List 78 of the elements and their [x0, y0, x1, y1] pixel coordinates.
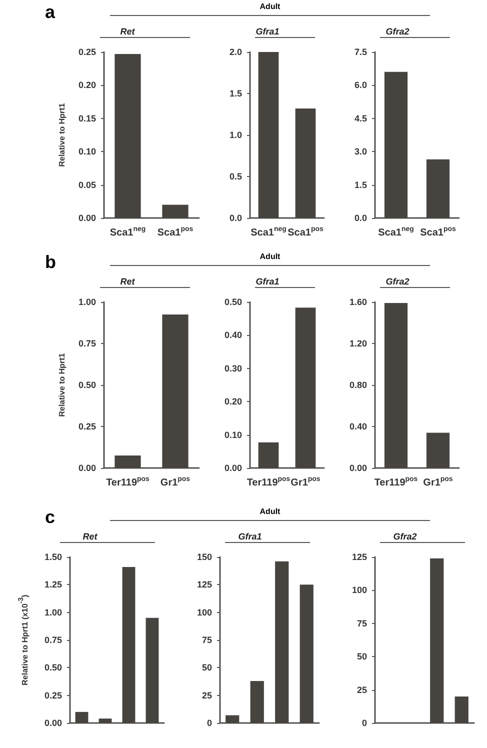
- y-tick-label: 0.75: [78, 338, 96, 348]
- y-tick-label: 0.00: [349, 463, 367, 473]
- bar: [75, 712, 88, 723]
- y-tick-label: 100: [196, 607, 212, 618]
- chart-title: Gfra2: [386, 276, 410, 286]
- y-tick-label: 0.00: [224, 463, 242, 473]
- y-tick-label: 0: [362, 718, 367, 728]
- y-tick-label: 125: [352, 552, 367, 562]
- y-tick-label: 6.0: [354, 80, 367, 90]
- y-tick-label: 1.0: [229, 130, 242, 140]
- y-tick-label: 0.50: [78, 380, 96, 390]
- text: b: [45, 252, 56, 273]
- chart-title: Ret: [82, 532, 98, 542]
- y-tick-label: 50: [356, 652, 367, 662]
- y-tick-label: 0.25: [78, 47, 96, 57]
- y-tick-label: 125: [196, 580, 212, 590]
- bar: [275, 561, 289, 723]
- chart-title: Gfra2: [386, 26, 410, 36]
- y-axis-title: Relative to Hprt1: [58, 102, 66, 167]
- y-tick-label: 75: [356, 618, 367, 628]
- chart-title: Gfra1: [238, 532, 262, 542]
- y-tick-label: 1.5: [229, 88, 242, 98]
- y-axis-title: Relative to Hprt1: [58, 352, 66, 417]
- y-tick-label: 0.00: [78, 463, 96, 473]
- y-tick-label: 0.50: [44, 662, 62, 673]
- chart-title: Gfra1: [256, 276, 280, 286]
- y-tick-label: 0.50: [224, 297, 242, 307]
- y-tick-label: 2.0: [229, 47, 242, 57]
- y-tick-label: 25: [356, 684, 367, 695]
- y-tick-label: 7.5: [354, 47, 367, 57]
- y-tick-label: 0.40: [224, 330, 242, 340]
- chart-title: Gfra1: [256, 26, 280, 36]
- y-tick-label: 0.0: [354, 213, 367, 223]
- y-tick-label: 1.50: [44, 552, 62, 562]
- text: c: [45, 507, 56, 528]
- y-tick-label: 0.00: [44, 718, 62, 728]
- y-tick-label: 0.10: [78, 146, 96, 157]
- y-tick-label: 1.60: [349, 297, 367, 307]
- y-tick-label: 0.20: [78, 80, 96, 90]
- y-tick-label: 25: [202, 690, 212, 700]
- y-tick-label: 0.10: [224, 430, 242, 440]
- y-tick-label: 1.5: [354, 180, 367, 190]
- y-tick-label: 0.0: [229, 213, 242, 223]
- chart-title: Ret: [120, 276, 136, 286]
- text: Adult: [258, 252, 282, 261]
- bar: [226, 715, 240, 723]
- y-tick-label: 1.00: [78, 297, 96, 307]
- y-tick-label: 50: [202, 662, 212, 673]
- text: Adult: [258, 2, 282, 11]
- bar: [300, 584, 314, 723]
- y-tick-label: 3.0: [354, 146, 367, 157]
- bar: [122, 566, 136, 723]
- y-tick-label: 0.80: [349, 380, 367, 390]
- y-tick-label: 0.75: [44, 635, 62, 645]
- bar: [250, 680, 264, 723]
- y-tick-label: 0.30: [224, 363, 242, 374]
- y-tick-label: 75: [202, 635, 212, 645]
- y-tick-label: 0.00: [78, 213, 96, 223]
- y-tick-label: 0: [206, 718, 212, 728]
- y-tick-label: 1.00: [44, 607, 62, 618]
- y-tick-label: 0.15: [78, 113, 96, 124]
- bar: [146, 618, 159, 723]
- y-tick-label: 0.05: [78, 180, 96, 190]
- y-tick-label: 0.5: [229, 172, 242, 182]
- y-tick-label: 0.25: [44, 690, 62, 700]
- y-tick-label: 4.5: [354, 113, 367, 124]
- text: Adult: [258, 507, 282, 516]
- chart-title: Gfra2: [393, 532, 417, 542]
- chart-title: Ret: [120, 26, 136, 36]
- bar: [98, 718, 112, 723]
- y-tick-label: 100: [352, 585, 367, 596]
- y-tick-label: 0.20: [224, 396, 242, 407]
- text: a: [45, 2, 56, 23]
- y-tick-label: 150: [196, 552, 212, 562]
- y-tick-label: 0.40: [349, 422, 367, 432]
- y-tick-label: 1.25: [44, 580, 62, 590]
- y-tick-label: 0.25: [78, 422, 96, 432]
- y-tick-label: 1.20: [349, 338, 367, 348]
